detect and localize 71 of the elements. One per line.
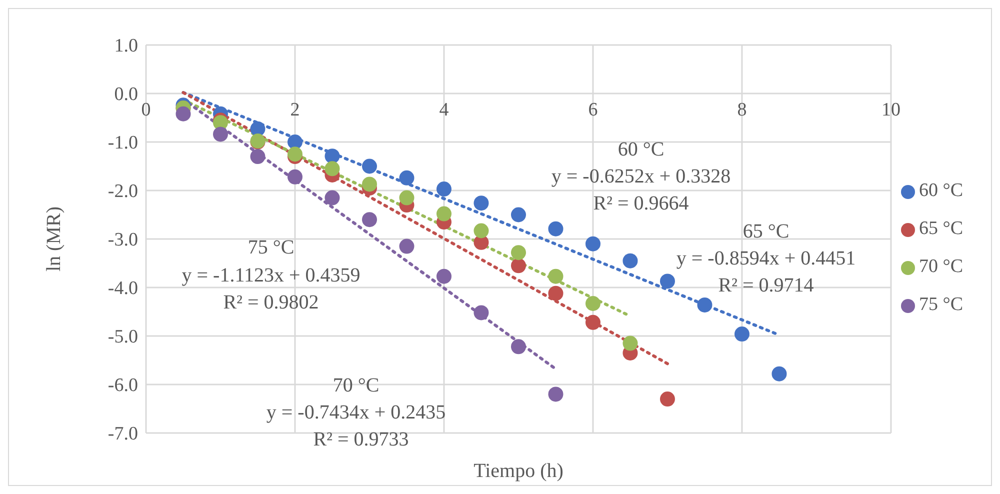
point — [697, 297, 712, 312]
annotation: y = -0.8594x + 0.4451 — [676, 248, 856, 270]
x-tick-label: 4 — [439, 100, 450, 120]
x-tick-label: 2 — [290, 100, 300, 120]
y-tick-label: -1.0 — [108, 132, 138, 154]
point — [622, 253, 638, 268]
point — [510, 258, 526, 274]
point — [324, 148, 340, 164]
y-tick-label: -6.0 — [108, 375, 138, 396]
point — [436, 182, 452, 197]
point — [585, 296, 600, 312]
point — [474, 305, 489, 320]
point — [362, 212, 377, 228]
point — [362, 176, 377, 192]
y-tick-label: -2.0 — [108, 181, 138, 202]
legend-label: 70 °C — [918, 256, 963, 277]
x-axis-title: Tiempo (h) — [474, 460, 564, 482]
point — [474, 223, 489, 238]
point — [436, 268, 452, 284]
point — [212, 126, 228, 142]
point — [510, 245, 526, 260]
y-tick-label: 1.0 — [114, 36, 138, 57]
point — [622, 336, 638, 351]
annotation: y = -0.6252x + 0.3328 — [551, 166, 731, 188]
point — [399, 238, 414, 254]
point — [510, 207, 526, 222]
point — [548, 286, 564, 301]
point — [287, 169, 302, 184]
x-tick-label: 10 — [881, 100, 900, 120]
point — [399, 190, 414, 206]
point — [660, 274, 675, 289]
annotation: y = -1.1123x + 0.4359 — [182, 264, 360, 287]
annotation: y = -0.7434x + 0.2435 — [266, 402, 446, 424]
point — [548, 221, 564, 236]
x-tick-label: 8 — [737, 100, 747, 120]
annotation: R² = 0.9664 — [593, 192, 689, 215]
y-tick-label: -5.0 — [108, 326, 138, 348]
y-tick-label: -4.0 — [108, 278, 138, 300]
y-tick-label: -7.0 — [108, 424, 138, 445]
point — [399, 170, 414, 186]
point — [734, 326, 750, 342]
legend-label: 60 °C — [918, 180, 963, 201]
y-tick-label: -3.0 — [108, 230, 138, 251]
annotation: 70 °C — [332, 374, 380, 397]
point — [324, 190, 340, 206]
point — [660, 392, 675, 407]
y-axis-title: ln (MR) — [43, 206, 66, 272]
x-tick-label: 0 — [141, 100, 151, 120]
y-tick-label: 0.0 — [114, 84, 138, 106]
legend-label: 75 °C — [918, 294, 963, 315]
x-tick-label: 6 — [588, 100, 598, 120]
point — [474, 196, 489, 211]
point — [772, 366, 787, 382]
point — [510, 339, 526, 354]
annotation: 65 °C — [742, 220, 790, 243]
annotation: R² = 0.9802 — [223, 292, 319, 314]
legend-label: 65 °C — [918, 218, 963, 239]
point — [585, 236, 600, 252]
point — [548, 386, 564, 402]
point — [362, 158, 377, 174]
annotation: R² = 0.9733 — [313, 428, 409, 451]
annotation: 75 °C — [248, 236, 294, 259]
point — [250, 149, 266, 164]
point — [436, 206, 452, 222]
annotation: R² = 0.9714 — [718, 274, 814, 297]
point — [585, 314, 600, 330]
point — [287, 134, 302, 150]
point — [176, 106, 191, 122]
point — [324, 161, 340, 176]
point — [548, 268, 564, 284]
annotation: 60 °C — [618, 138, 664, 161]
